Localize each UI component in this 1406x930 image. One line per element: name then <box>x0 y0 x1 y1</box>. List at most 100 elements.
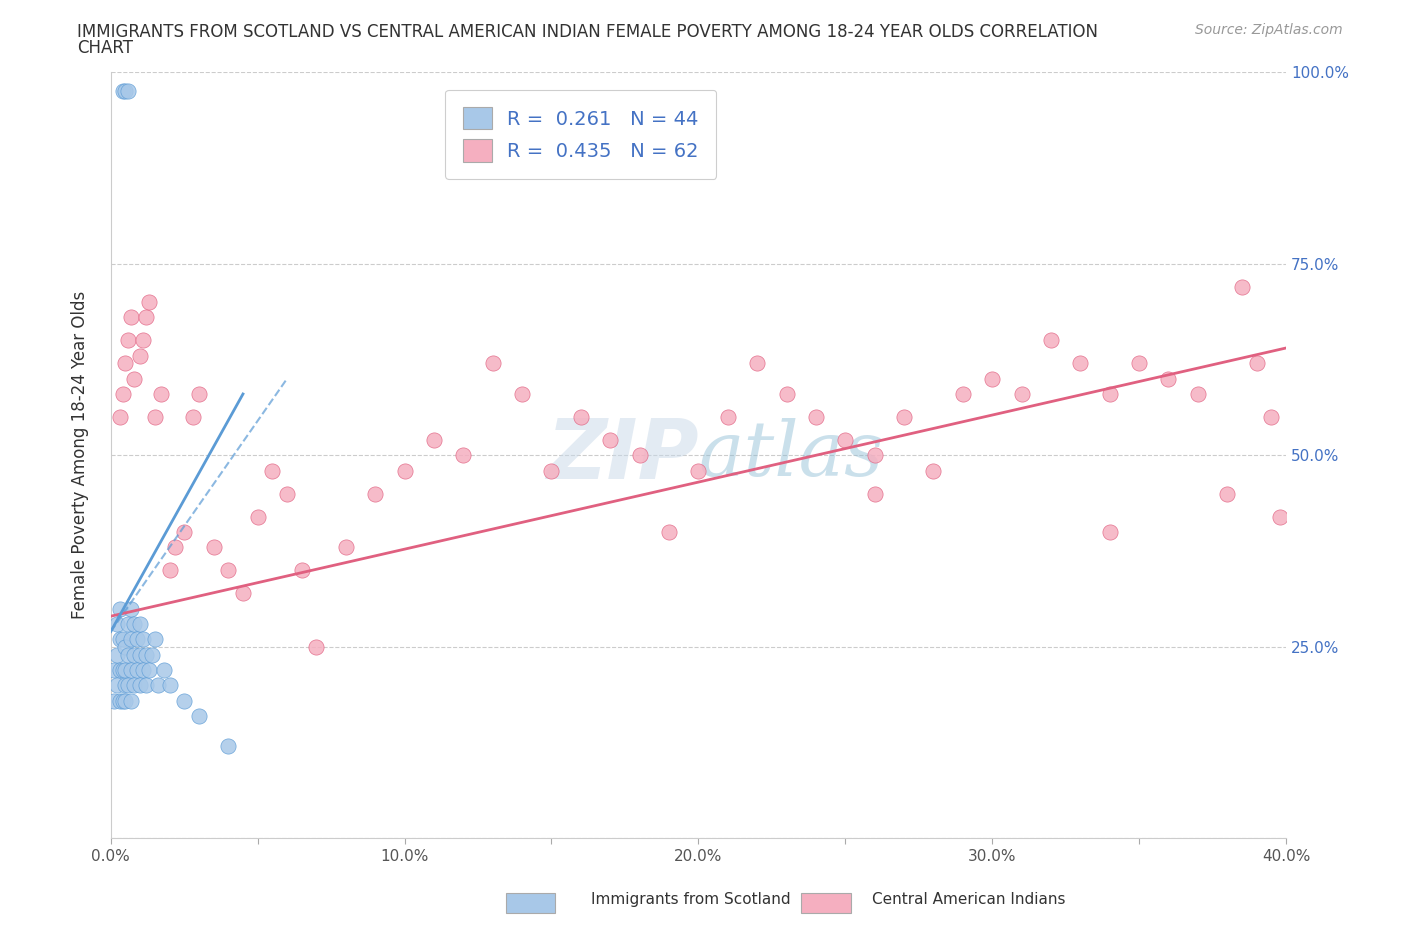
Point <box>658 525 681 539</box>
Text: CHART: CHART <box>77 39 134 57</box>
Point <box>111 693 134 708</box>
Point <box>105 678 128 693</box>
Point <box>141 647 163 662</box>
Point <box>187 387 209 402</box>
Point <box>103 693 125 708</box>
Point <box>1216 486 1239 501</box>
Point <box>129 678 152 693</box>
Point <box>291 563 314 578</box>
Point <box>1039 333 1062 348</box>
Point <box>105 647 128 662</box>
Point <box>117 84 139 99</box>
Point <box>173 525 195 539</box>
Point <box>114 356 136 371</box>
Point <box>111 631 134 646</box>
Point <box>1098 525 1121 539</box>
Point <box>364 486 387 501</box>
Point <box>111 662 134 677</box>
Text: atlas: atlas <box>699 418 884 492</box>
Point <box>775 387 797 402</box>
Point <box>138 295 160 310</box>
Point <box>1098 387 1121 402</box>
Point <box>217 563 239 578</box>
Point <box>117 647 139 662</box>
Point <box>481 356 503 371</box>
Point <box>108 662 131 677</box>
Point <box>108 631 131 646</box>
Point <box>146 678 169 693</box>
Point <box>122 647 145 662</box>
Point <box>717 409 740 424</box>
Point <box>143 409 166 424</box>
Point <box>335 539 357 554</box>
Point <box>1069 356 1091 371</box>
Point <box>745 356 768 371</box>
Point <box>129 617 152 631</box>
Point <box>120 662 142 677</box>
Text: Central American Indians: Central American Indians <box>872 892 1066 907</box>
Point <box>276 486 298 501</box>
Point <box>122 617 145 631</box>
Point <box>1246 356 1268 371</box>
Point <box>569 409 592 424</box>
Point <box>108 409 131 424</box>
Point <box>804 409 827 424</box>
Legend: R =  0.261   N = 44, R =  0.435   N = 62: R = 0.261 N = 44, R = 0.435 N = 62 <box>446 89 717 179</box>
Point <box>1187 387 1209 402</box>
Point <box>1268 509 1291 524</box>
Point <box>120 601 142 616</box>
Point <box>127 631 149 646</box>
Text: Immigrants from Scotland: Immigrants from Scotland <box>591 892 790 907</box>
Point <box>232 586 254 601</box>
Point <box>688 463 710 478</box>
Point <box>893 409 915 424</box>
Point <box>114 640 136 655</box>
Point <box>453 448 475 463</box>
Point <box>834 432 856 447</box>
Point <box>159 563 181 578</box>
Point <box>863 486 886 501</box>
Point <box>105 617 128 631</box>
Point <box>217 739 239 754</box>
Point <box>152 662 174 677</box>
Point <box>1230 279 1253 294</box>
Point <box>202 539 225 554</box>
Point <box>117 333 139 348</box>
Point <box>132 631 155 646</box>
Point <box>114 84 136 99</box>
Point <box>1260 409 1282 424</box>
Point <box>117 617 139 631</box>
Point <box>599 432 621 447</box>
Point <box>132 662 155 677</box>
Point <box>111 387 134 402</box>
Point <box>122 371 145 386</box>
Point <box>1011 387 1033 402</box>
Point <box>159 678 181 693</box>
Point <box>135 310 157 325</box>
Point <box>122 678 145 693</box>
Point <box>108 693 131 708</box>
Point <box>305 640 328 655</box>
Point <box>114 662 136 677</box>
Point <box>114 693 136 708</box>
Point <box>952 387 974 402</box>
Point <box>138 662 160 677</box>
Point <box>114 678 136 693</box>
Point <box>129 348 152 363</box>
Point <box>117 678 139 693</box>
Point <box>863 448 886 463</box>
Point <box>922 463 945 478</box>
Point <box>423 432 446 447</box>
Point <box>120 310 142 325</box>
Point <box>108 601 131 616</box>
Point <box>1128 356 1150 371</box>
Y-axis label: Female Poverty Among 18-24 Year Olds: Female Poverty Among 18-24 Year Olds <box>72 291 89 619</box>
Point <box>120 693 142 708</box>
Point <box>981 371 1004 386</box>
Point <box>394 463 416 478</box>
Point <box>103 662 125 677</box>
Point <box>120 631 142 646</box>
Point <box>246 509 269 524</box>
Point <box>135 678 157 693</box>
Point <box>173 693 195 708</box>
